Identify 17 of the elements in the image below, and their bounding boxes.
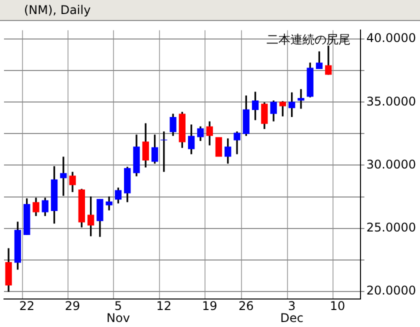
x-tick-label: 22 <box>19 299 34 314</box>
y-tick-label: 25.0000 <box>366 220 416 234</box>
x-tick-label: 29 <box>64 299 80 314</box>
annotation: 二本連続の尻尾 <box>266 32 350 46</box>
chart-title: (NM), Daily <box>24 3 91 17</box>
x-tick-label: 19 <box>202 299 218 314</box>
x-tick-label: 26 <box>238 299 254 314</box>
candlestick <box>215 137 222 157</box>
x-tick-label: 10 <box>330 299 346 314</box>
y-tick-label: 40.0000 <box>366 31 416 46</box>
candlestick <box>298 89 304 109</box>
x-tick-label: 3 Dec <box>280 299 304 326</box>
y-tick-label: 20.0000 <box>366 284 416 298</box>
y-tick-label: 35.0000 <box>366 94 416 108</box>
x-tick-label: 5 Nov <box>106 299 130 326</box>
y-tick-label: 30.0000 <box>366 157 416 172</box>
x-tick-label: 12 <box>156 299 172 314</box>
